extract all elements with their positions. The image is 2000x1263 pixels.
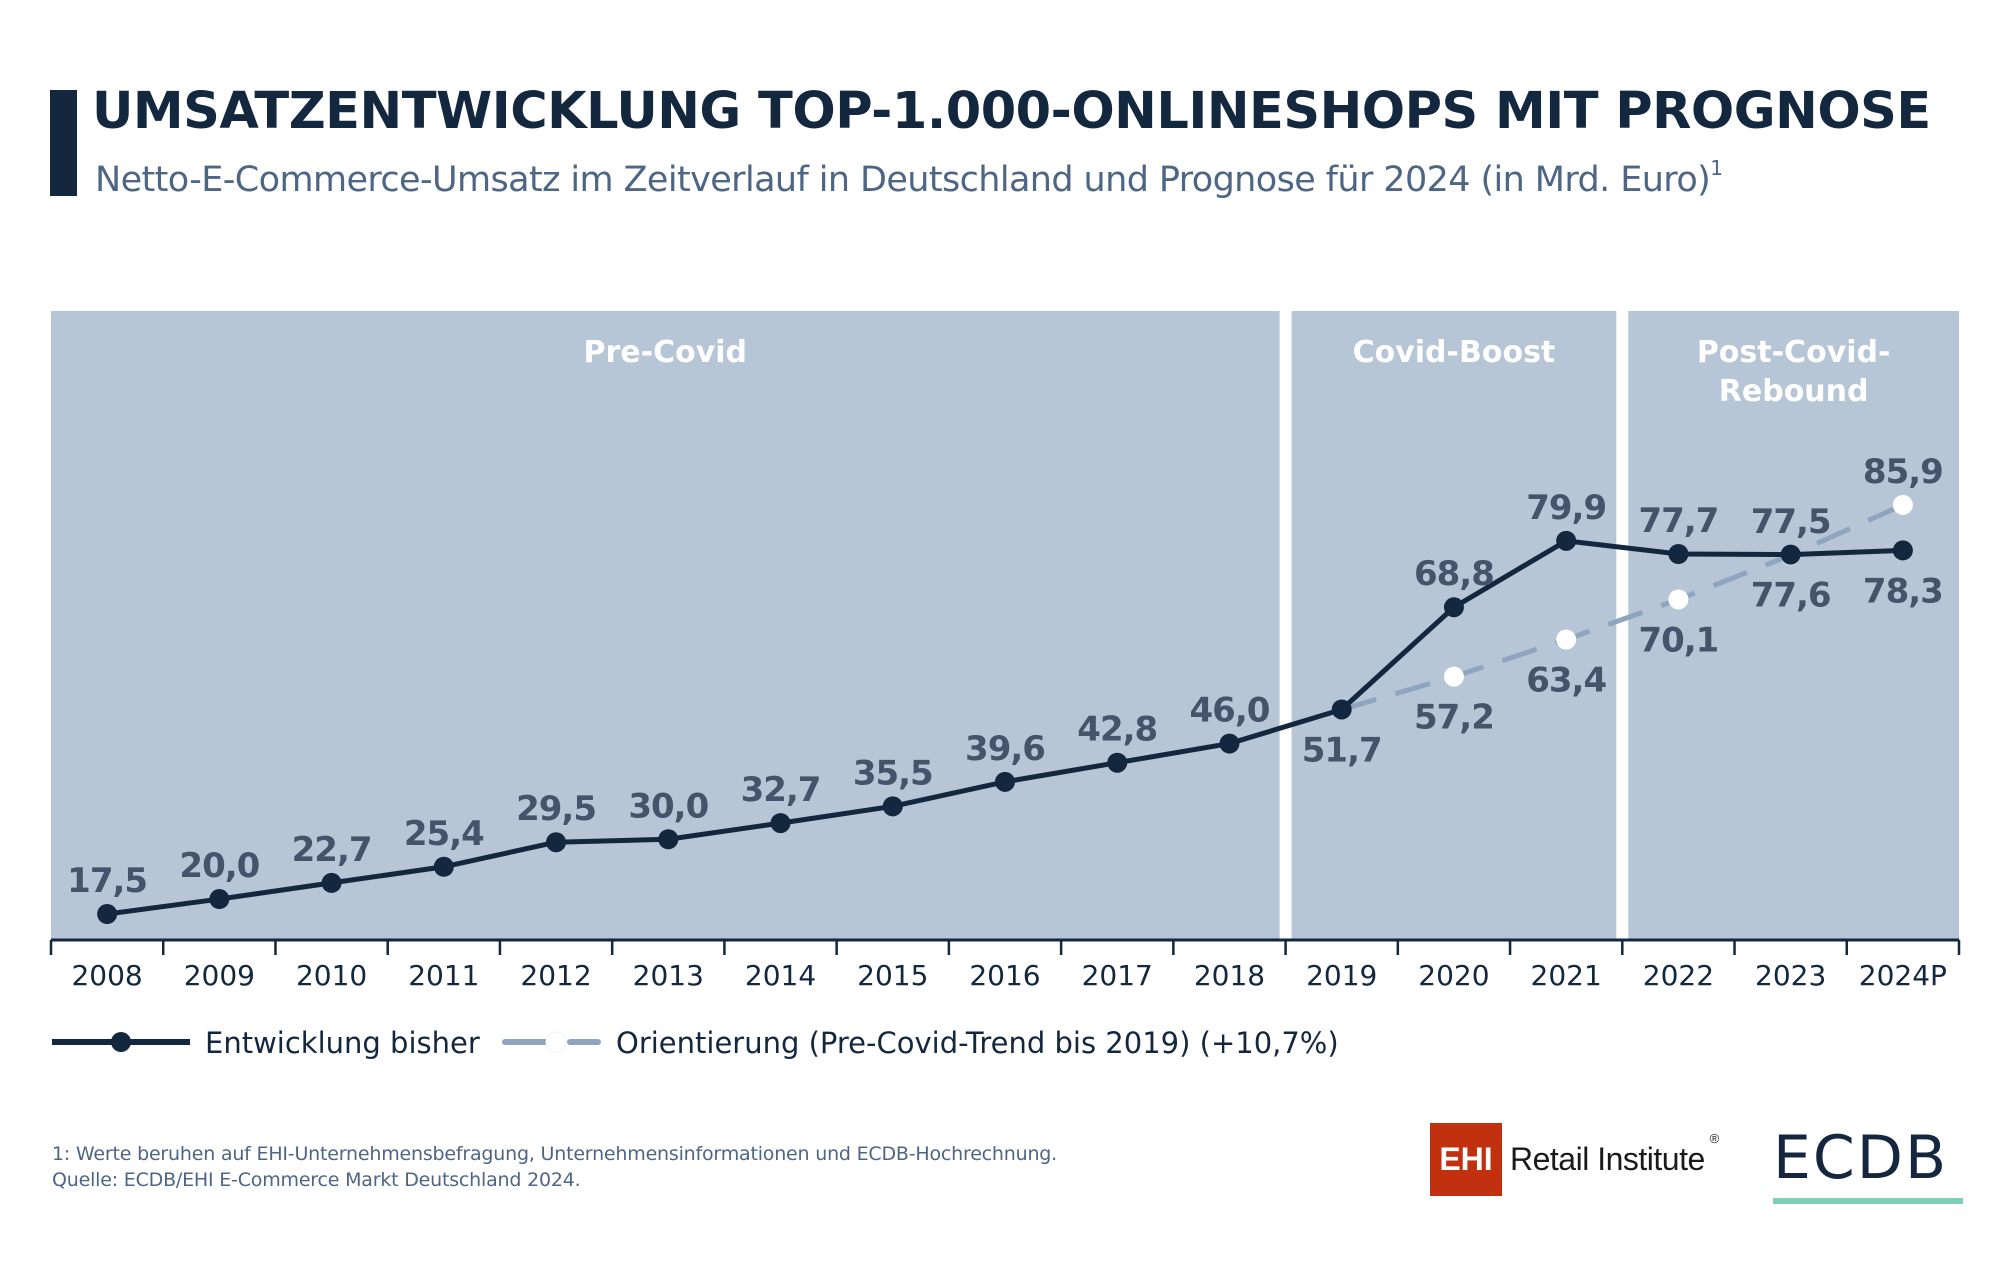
actual-point (658, 829, 679, 850)
x-tick-label: 2008 (71, 959, 142, 992)
ehi-wordmark: Retail Institute ® (1510, 1131, 1719, 1178)
legend-label-actual: Entwicklung bisher (205, 1026, 480, 1060)
trend-point (1443, 666, 1464, 687)
chart-subtitle: Netto-E-Commerce-Umsatz im Zeitverlauf i… (95, 156, 1723, 200)
actual-point (209, 889, 230, 910)
phase-panel (1628, 311, 1959, 940)
actual-point (433, 856, 454, 877)
x-tick-label: 2016 (969, 959, 1040, 992)
actual-point (1107, 752, 1128, 773)
data-label: 46,0 (1190, 691, 1270, 731)
x-tick-label: 2013 (633, 959, 704, 992)
legend-label-trend: Orientierung (Pre-Covid-Trend bis 2019) … (616, 1026, 1339, 1060)
subtitle-footnote-marker: 1 (1710, 156, 1723, 180)
actual-series (97, 530, 1913, 924)
data-label: 78,3 (1863, 571, 1943, 611)
actual-point (1219, 733, 1240, 754)
data-label: 35,5 (853, 753, 933, 793)
x-tick-label: 2022 (1643, 959, 1714, 992)
x-tick-label: 2024P (1859, 959, 1947, 992)
trend-point (1556, 629, 1577, 650)
x-tick-label: 2021 (1531, 959, 1602, 992)
ecdb-wordmark: ECDB (1773, 1123, 1949, 1193)
x-tick-label: 2014 (745, 959, 816, 992)
ehi-retail-institute-logo: EHI Retail Institute ® (1430, 1123, 1719, 1196)
data-label: 63,4 (1526, 661, 1606, 701)
phase-panel (1291, 311, 1617, 940)
actual-point (1780, 544, 1801, 565)
footnote-methodology: 1: Werte beruhen auf EHI-Unternehmensbef… (52, 1143, 1058, 1165)
data-label: 77,5 (1751, 502, 1831, 542)
x-tick-label: 2017 (1082, 959, 1153, 992)
title-accent-bar (50, 90, 77, 196)
x-tick-label: 2015 (857, 959, 928, 992)
legend-solid-marker (111, 1032, 131, 1052)
data-label: 25,4 (404, 814, 484, 854)
actual-point (882, 796, 903, 817)
phase-label: Covid-Boost (1353, 335, 1556, 370)
data-label: 30,0 (628, 786, 708, 826)
x-axis: 2008 2009 2010 2011 2012 2013 2014 2015 2016 2017… (49, 938, 1961, 992)
data-label: 57,2 (1414, 698, 1494, 738)
data-label: 17,5 (67, 861, 147, 901)
trend-line (1341, 502, 1904, 712)
x-tick-label: 2009 (184, 959, 255, 992)
data-label: 42,8 (1077, 710, 1157, 750)
x-tick-label: 2020 (1418, 959, 1489, 992)
data-labels: 17,5 20,0 22,7 25,4 29,5 30,0 32,7 35,5 39,6 42,8… (67, 452, 1944, 901)
actual-point (321, 872, 342, 893)
phase-labels: Pre-Covid Covid-Boost Post-Covid- Rebound (584, 335, 1891, 409)
actual-point (1668, 544, 1689, 565)
actual-point (1892, 540, 1913, 561)
actual-point (1443, 597, 1464, 618)
actual-point (1331, 699, 1352, 720)
legend: Entwicklung bisher Orientierung (Pre-Covi… (52, 1026, 1339, 1060)
actual-point (1556, 530, 1577, 551)
data-label: 29,5 (516, 789, 596, 829)
phase-label: Post-Covid- (1697, 335, 1891, 370)
ecdb-underline (1773, 1198, 1963, 1204)
data-label: 51,7 (1302, 730, 1382, 770)
x-tick-label: 2019 (1306, 959, 1377, 992)
phase-label: Pre-Covid (584, 335, 748, 370)
x-tick-label: 2012 (520, 959, 591, 992)
ehi-wordmark-text: Retail Institute (1510, 1141, 1705, 1177)
data-label: 22,7 (292, 830, 372, 870)
data-label: 39,6 (965, 729, 1045, 769)
footnote-source: Quelle: ECDB/EHI E-Commerce Markt Deutsc… (52, 1169, 581, 1191)
x-tick-label: 2011 (408, 959, 479, 992)
actual-point (995, 771, 1015, 792)
x-tick-label: 2018 (1194, 959, 1265, 992)
x-tick-label: 2010 (296, 959, 367, 992)
x-tick-label: 2023 (1755, 959, 1826, 992)
ecdb-logo: ECDB (1773, 1128, 1963, 1204)
subtitle-text: Netto-E-Commerce-Umsatz im Zeitverlauf i… (95, 160, 1711, 200)
chart-title: UMSATZENTWICKLUNG TOP-1.000-ONLINESHOPS … (92, 82, 1931, 141)
data-label: 70,1 (1638, 620, 1718, 660)
data-label: 85,9 (1863, 452, 1943, 492)
data-label: 79,9 (1526, 488, 1606, 528)
data-label: 20,0 (179, 846, 259, 886)
actual-point (97, 904, 118, 924)
actual-point (770, 813, 791, 834)
data-label: 32,7 (741, 770, 821, 810)
data-label: 77,7 (1638, 501, 1718, 541)
legend-trend-marker (545, 1031, 567, 1053)
trend-point (1892, 494, 1913, 515)
phase-label: Rebound (1719, 374, 1869, 409)
trend-point (1668, 589, 1689, 610)
ehi-mark: EHI (1430, 1123, 1502, 1196)
data-label: 77,6 (1751, 576, 1831, 616)
actual-point (546, 832, 567, 853)
registered-mark: ® (1709, 1131, 1720, 1146)
data-label: 68,8 (1414, 554, 1494, 594)
